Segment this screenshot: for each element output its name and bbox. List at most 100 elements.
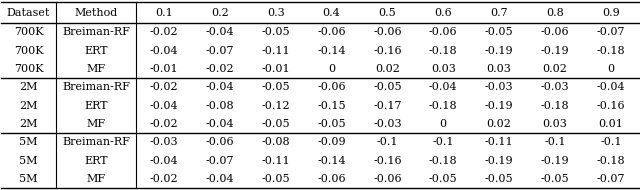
Text: -0.06: -0.06 (317, 174, 346, 184)
Text: ERT: ERT (84, 156, 108, 166)
Text: -0.14: -0.14 (317, 156, 346, 166)
Text: -0.15: -0.15 (317, 101, 346, 111)
Text: 0: 0 (440, 119, 447, 129)
Text: -0.05: -0.05 (261, 119, 290, 129)
Text: -0.19: -0.19 (541, 156, 569, 166)
Text: 0.02: 0.02 (486, 119, 511, 129)
Text: -0.16: -0.16 (373, 46, 402, 56)
Text: -0.08: -0.08 (205, 101, 234, 111)
Text: -0.03: -0.03 (484, 82, 513, 92)
Text: 0.4: 0.4 (323, 8, 340, 18)
Text: -0.03: -0.03 (373, 119, 402, 129)
Text: -0.18: -0.18 (429, 46, 458, 56)
Text: 700K: 700K (13, 46, 44, 56)
Text: 0.02: 0.02 (375, 64, 400, 74)
Text: 700K: 700K (13, 64, 44, 74)
Text: -0.02: -0.02 (150, 119, 179, 129)
Text: -0.11: -0.11 (261, 156, 290, 166)
Text: 5M: 5M (19, 156, 38, 166)
Text: 2M: 2M (19, 101, 38, 111)
Text: 0.8: 0.8 (546, 8, 564, 18)
Text: -0.07: -0.07 (205, 46, 234, 56)
Text: -0.07: -0.07 (596, 28, 625, 37)
Text: MF: MF (86, 174, 106, 184)
Text: -0.06: -0.06 (373, 28, 402, 37)
Text: -0.03: -0.03 (541, 82, 569, 92)
Text: 0.1: 0.1 (155, 8, 173, 18)
Text: -0.02: -0.02 (150, 174, 179, 184)
Text: -0.04: -0.04 (205, 28, 234, 37)
Text: ERT: ERT (84, 101, 108, 111)
Text: -0.16: -0.16 (373, 156, 402, 166)
Text: 0.03: 0.03 (543, 119, 568, 129)
Text: 5M: 5M (19, 174, 38, 184)
Text: MF: MF (86, 64, 106, 74)
Text: 700K: 700K (13, 28, 44, 37)
Text: 0.03: 0.03 (486, 64, 511, 74)
Text: -0.09: -0.09 (317, 137, 346, 147)
Text: Breiman-RF: Breiman-RF (62, 82, 130, 92)
Text: 0.03: 0.03 (431, 64, 456, 74)
Text: -0.1: -0.1 (600, 137, 621, 147)
Text: 0.3: 0.3 (267, 8, 285, 18)
Text: -0.06: -0.06 (317, 28, 346, 37)
Text: -0.19: -0.19 (484, 46, 513, 56)
Text: -0.04: -0.04 (596, 82, 625, 92)
Text: 2M: 2M (19, 82, 38, 92)
Text: -0.07: -0.07 (205, 156, 234, 166)
Text: 0.2: 0.2 (211, 8, 228, 18)
Text: -0.04: -0.04 (205, 174, 234, 184)
Text: -0.04: -0.04 (429, 82, 458, 92)
Text: -0.14: -0.14 (317, 46, 346, 56)
Text: -0.06: -0.06 (541, 28, 569, 37)
Text: -0.18: -0.18 (596, 46, 625, 56)
Text: -0.04: -0.04 (205, 119, 234, 129)
Text: -0.07: -0.07 (596, 174, 625, 184)
Text: 0.6: 0.6 (435, 8, 452, 18)
Text: 5M: 5M (19, 137, 38, 147)
Text: -0.04: -0.04 (150, 101, 179, 111)
Text: -0.04: -0.04 (150, 156, 179, 166)
Text: 0: 0 (328, 64, 335, 74)
Text: -0.11: -0.11 (484, 137, 513, 147)
Text: Dataset: Dataset (7, 8, 51, 18)
Text: Breiman-RF: Breiman-RF (62, 28, 130, 37)
Text: 0.02: 0.02 (543, 64, 568, 74)
Text: -0.02: -0.02 (150, 82, 179, 92)
Text: -0.18: -0.18 (429, 156, 458, 166)
Text: -0.18: -0.18 (429, 101, 458, 111)
Text: -0.05: -0.05 (261, 28, 290, 37)
Text: -0.06: -0.06 (205, 137, 234, 147)
Text: 0.7: 0.7 (490, 8, 508, 18)
Text: -0.05: -0.05 (484, 28, 513, 37)
Text: -0.1: -0.1 (377, 137, 398, 147)
Text: -0.05: -0.05 (373, 82, 402, 92)
Text: -0.12: -0.12 (261, 101, 290, 111)
Text: -0.05: -0.05 (541, 174, 569, 184)
Text: 0.5: 0.5 (378, 8, 396, 18)
Text: -0.08: -0.08 (261, 137, 290, 147)
Text: -0.05: -0.05 (261, 82, 290, 92)
Text: Method: Method (74, 8, 118, 18)
Text: -0.03: -0.03 (150, 137, 179, 147)
Text: 0: 0 (607, 64, 614, 74)
Text: -0.01: -0.01 (261, 64, 290, 74)
Text: -0.05: -0.05 (261, 174, 290, 184)
Text: -0.06: -0.06 (317, 82, 346, 92)
Text: -0.1: -0.1 (544, 137, 566, 147)
Text: -0.06: -0.06 (373, 174, 402, 184)
Text: -0.17: -0.17 (373, 101, 402, 111)
Text: ERT: ERT (84, 46, 108, 56)
Text: -0.18: -0.18 (596, 156, 625, 166)
Text: -0.02: -0.02 (205, 64, 234, 74)
Text: -0.19: -0.19 (541, 46, 569, 56)
Text: Breiman-RF: Breiman-RF (62, 137, 130, 147)
Text: -0.18: -0.18 (541, 101, 569, 111)
Text: -0.05: -0.05 (317, 119, 346, 129)
Text: -0.16: -0.16 (596, 101, 625, 111)
Text: -0.06: -0.06 (429, 28, 458, 37)
Text: -0.19: -0.19 (484, 101, 513, 111)
Text: 0.01: 0.01 (598, 119, 623, 129)
Text: -0.02: -0.02 (150, 28, 179, 37)
Text: -0.1: -0.1 (433, 137, 454, 147)
